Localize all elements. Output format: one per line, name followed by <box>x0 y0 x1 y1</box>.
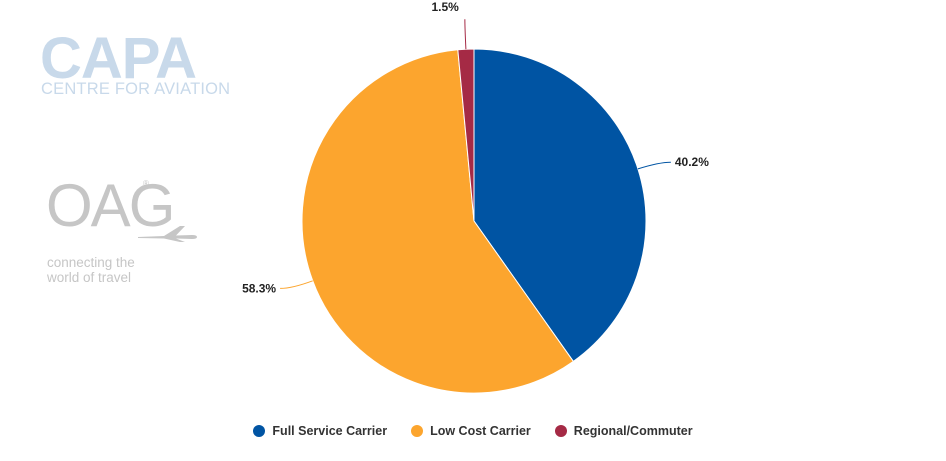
oag-logo: OAG ® connecting the world of travel <box>40 175 210 285</box>
legend-swatch <box>253 425 266 437</box>
connector-line <box>280 280 313 289</box>
legend-item[interactable]: Full Service Carrier <box>253 424 387 438</box>
data-labels: 40.2% 58.3% 1.5% <box>242 0 709 295</box>
legend-item[interactable]: Regional/Commuter <box>554 424 693 438</box>
data-label: 58.3% <box>242 281 276 295</box>
legend-label: Full Service Carrier <box>272 424 388 438</box>
pie-slices <box>301 48 647 394</box>
oag-tagline-line2: world of travel <box>47 270 132 285</box>
data-label: 40.2% <box>675 155 709 169</box>
capa-logo: CAPA CENTRE FOR AVIATION <box>40 30 245 100</box>
capa-logo-tagline: CENTRE FOR AVIATION <box>41 80 231 98</box>
airplane-icon <box>138 226 197 242</box>
oag-logo-wordmark: OAG <box>46 172 175 239</box>
data-label: 1.5% <box>432 0 460 14</box>
legend-label: Low Cost Carrier <box>430 424 531 438</box>
oag-tagline-line1: connecting the <box>47 255 135 270</box>
label-connectors <box>280 19 671 289</box>
pie-slice-low-cost-carrier <box>301 49 575 394</box>
pie-slice-full-service-carrier <box>473 48 647 363</box>
registered-mark-icon: ® <box>143 179 149 188</box>
connector-line <box>637 161 671 170</box>
legend-label: Regional/Commuter <box>573 424 693 438</box>
connector-line <box>464 19 467 50</box>
capa-logo-wordmark: CAPA <box>40 26 197 91</box>
legend-item[interactable]: Low Cost Carrier <box>411 424 531 438</box>
legend-swatch <box>554 425 567 437</box>
chart-legend: Full Service Carrier Low Cost Carrier Regi… <box>0 424 946 438</box>
legend-swatch <box>411 425 424 437</box>
